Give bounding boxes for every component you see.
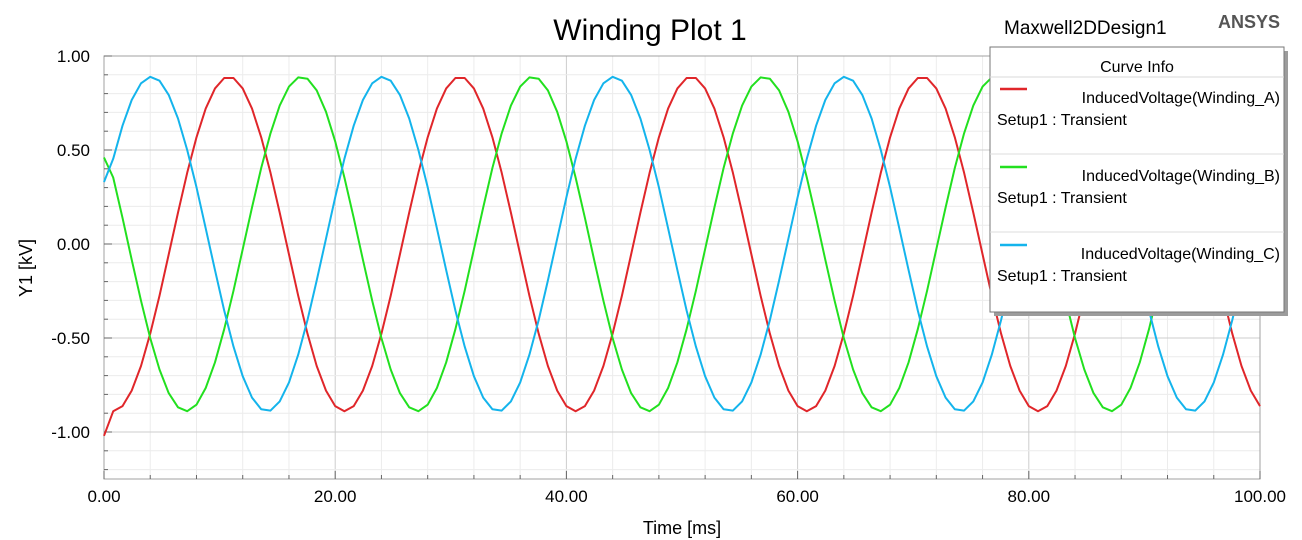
ansys-logo: ANSYS — [1218, 12, 1280, 32]
tick-labels: 0.00 20.00 40.00 60.00 80.00 100.00 1.00 0.50 0.… — [51, 47, 1286, 506]
series-line — [103, 77, 1261, 437]
y-tick-label: 1.00 — [57, 47, 90, 66]
legend-series-name: InducedVoltage(Winding_C) — [1081, 246, 1280, 263]
y-tick-label: 0.50 — [57, 141, 90, 160]
axis-ticks — [103, 55, 1261, 479]
y-axis-label: Y1 [kV] — [16, 239, 36, 297]
legend-series-name: InducedVoltage(Winding_A) — [1082, 90, 1280, 107]
legend-series-name: InducedVoltage(Winding_B) — [1082, 168, 1280, 185]
chart-title: Winding Plot 1 — [553, 14, 746, 47]
x-tick-label: 0.00 — [87, 487, 120, 506]
y-tick-label: 0.00 — [57, 235, 90, 254]
y-tick-label: -1.00 — [51, 423, 90, 442]
y-tick-label: -0.50 — [51, 329, 90, 348]
x-tick-label: 100.00 — [1234, 487, 1286, 506]
legend-setup-label: Setup1 : Transient — [997, 112, 1127, 129]
legend-setup-label: Setup1 : Transient — [997, 268, 1127, 285]
legend-entries: InducedVoltage(Winding_A) Setup1 : Transi… — [990, 87, 1284, 285]
curve-info-legend[interactable]: Curve Info InducedVoltage(Winding_A) Setu… — [989, 46, 1288, 316]
legend-heading: Curve Info — [1100, 59, 1174, 76]
design-name: Maxwell2DDesign1 — [1004, 18, 1167, 39]
x-tick-label: 80.00 — [1008, 487, 1051, 506]
legend-box — [989, 46, 1285, 313]
legend-setup-label: Setup1 : Transient — [997, 190, 1127, 207]
x-tick-label: 20.00 — [314, 487, 357, 506]
x-tick-label: 60.00 — [776, 487, 819, 506]
x-axis-label: Time [ms] — [643, 518, 721, 538]
x-tick-label: 40.00 — [545, 487, 588, 506]
